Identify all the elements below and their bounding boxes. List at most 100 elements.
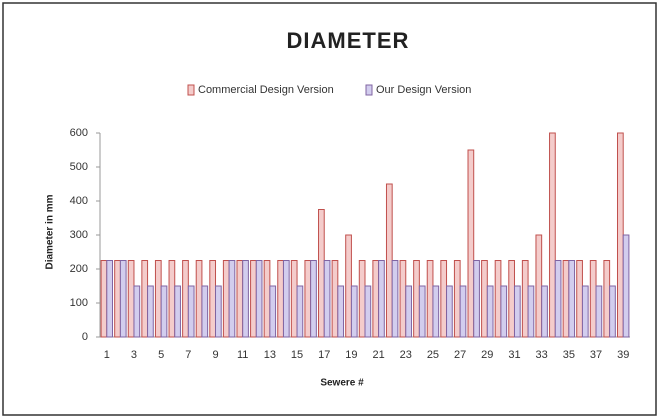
x-tick-label: 9	[212, 349, 218, 361]
bar	[473, 260, 480, 338]
bar	[609, 285, 616, 338]
x-tick-label: 15	[291, 349, 303, 361]
bar	[459, 285, 467, 338]
bar	[603, 260, 611, 338]
bar	[160, 285, 168, 338]
legend-swatch	[365, 84, 373, 96]
bar	[616, 132, 624, 338]
y-tick-label: 200	[70, 263, 88, 275]
bar	[541, 285, 548, 338]
x-tick-label: 21	[372, 349, 384, 361]
bar	[358, 260, 366, 338]
bar	[331, 260, 339, 338]
x-tick-label: 27	[454, 349, 466, 361]
x-tick-label: 13	[264, 349, 276, 361]
bar	[426, 260, 434, 338]
bar	[269, 285, 277, 338]
bar	[242, 260, 249, 338]
bar	[168, 260, 176, 338]
bar	[440, 260, 448, 338]
bar	[154, 260, 162, 338]
bar	[255, 260, 263, 338]
bar	[364, 285, 372, 338]
bar	[209, 260, 217, 338]
legend-swatch	[187, 84, 195, 96]
bar	[378, 260, 385, 338]
bar	[250, 260, 257, 338]
x-tick-label: 23	[400, 349, 412, 361]
bar	[282, 260, 290, 338]
y-axis-label: Diameter in mm	[45, 194, 56, 269]
bar	[467, 149, 475, 338]
bar	[432, 285, 440, 338]
x-tick-label: 3	[131, 349, 137, 361]
x-tick-label: 7	[185, 349, 191, 361]
bar	[304, 260, 312, 338]
bar	[486, 285, 494, 338]
bar	[236, 260, 244, 338]
x-tick-label: 1	[104, 349, 110, 361]
bar	[141, 260, 149, 338]
bar	[622, 234, 630, 338]
bar	[535, 234, 543, 338]
bar	[527, 285, 535, 338]
bar	[494, 260, 502, 338]
x-tick-label: 17	[318, 349, 330, 361]
bar	[263, 260, 271, 338]
x-tick-label: 39	[617, 349, 629, 361]
bar	[581, 285, 589, 338]
bar	[391, 260, 399, 338]
bar	[277, 260, 284, 338]
bar	[290, 260, 298, 338]
bar	[405, 285, 412, 338]
bar	[500, 285, 508, 338]
bar	[568, 260, 576, 338]
bar	[310, 260, 317, 338]
bar	[399, 260, 407, 338]
bar	[337, 285, 345, 338]
bar	[521, 260, 529, 338]
bar	[446, 285, 453, 338]
x-tick-label: 37	[590, 349, 602, 361]
bar	[100, 260, 108, 338]
x-tick-label: 31	[508, 349, 520, 361]
bar	[147, 285, 154, 338]
bar	[345, 234, 352, 338]
bar	[418, 285, 426, 338]
bar	[195, 260, 203, 338]
chart-title: DIAMETER	[287, 28, 410, 53]
x-axis-label: Sewere #	[320, 378, 364, 389]
y-tick-label: 400	[70, 195, 88, 207]
bar	[215, 285, 222, 338]
bar	[318, 209, 325, 338]
x-tick-label: 11	[237, 349, 248, 361]
bar	[372, 260, 380, 338]
bar	[508, 260, 515, 338]
bar	[323, 260, 331, 338]
bar	[549, 132, 556, 338]
bar	[114, 260, 121, 338]
bar	[513, 285, 521, 338]
x-tick-label: 35	[563, 349, 575, 361]
bar	[174, 285, 181, 338]
bar	[385, 183, 393, 338]
bar	[182, 260, 189, 338]
y-tick-label: 0	[82, 331, 88, 343]
bar	[413, 260, 420, 338]
y-tick-label: 300	[70, 229, 88, 241]
bar	[133, 285, 141, 338]
x-tick-label: 29	[481, 349, 493, 361]
bar	[201, 285, 209, 338]
bar	[453, 260, 461, 338]
bar	[187, 285, 195, 338]
bar	[481, 260, 488, 338]
bar	[127, 260, 135, 338]
x-tick-label: 19	[345, 349, 357, 361]
bar	[222, 260, 230, 338]
bar	[228, 260, 236, 338]
bar	[106, 260, 114, 338]
y-tick-label: 100	[70, 297, 88, 309]
x-tick-label: 25	[427, 349, 439, 361]
